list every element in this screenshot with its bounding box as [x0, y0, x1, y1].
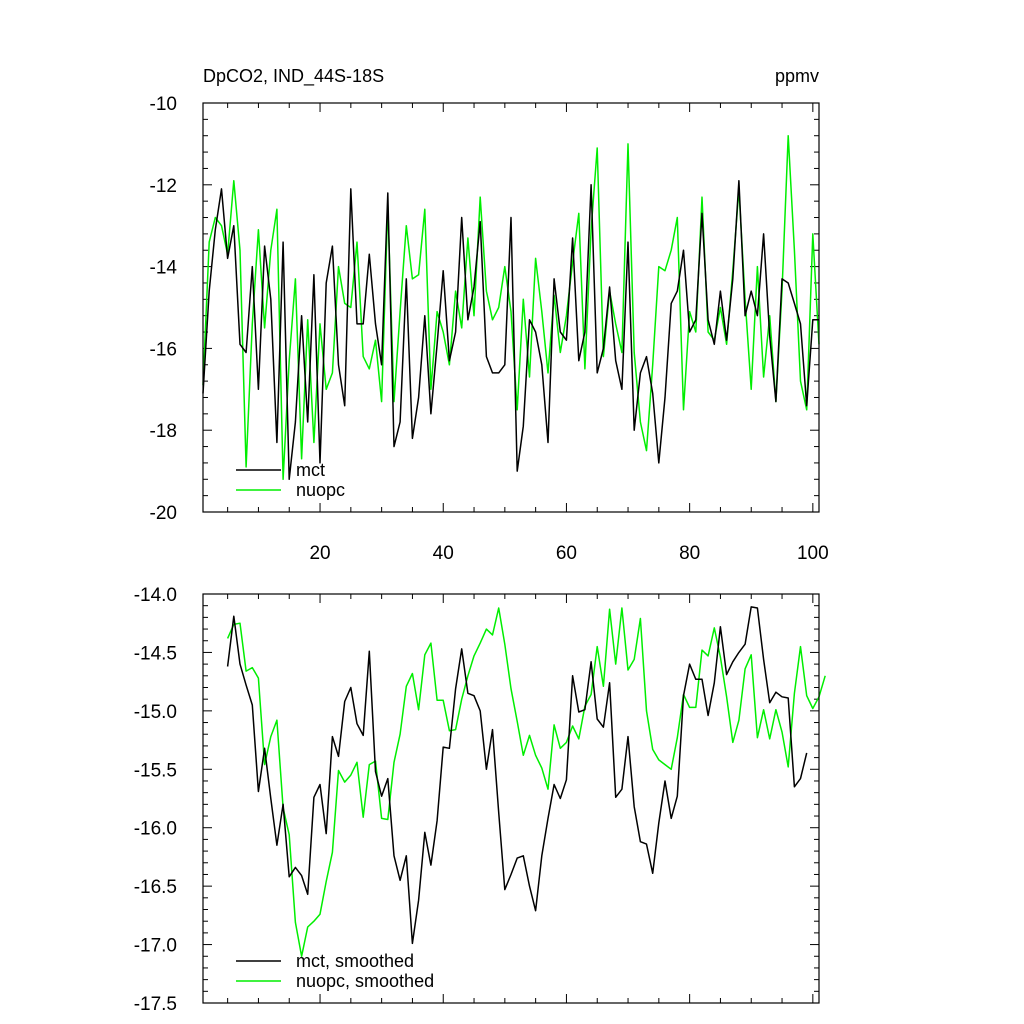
plot-frame — [202, 102, 820, 513]
y-tick-label: -10 — [150, 94, 177, 115]
legend-label: nuopc — [296, 480, 345, 500]
y-tick-label: -20 — [150, 503, 177, 524]
y-tick-label: -17.5 — [134, 994, 177, 1015]
series-line — [202, 179, 819, 481]
axis-ticks: -17.5 -17.0 -16.5 -16.0 -15.5 -15.0 -14.5 -14.0 — [134, 585, 819, 1015]
y-tick-label: -14.0 — [134, 585, 177, 606]
x-tick-label: 80 — [679, 543, 700, 564]
x-tick-label: 100 — [797, 543, 829, 564]
y-tick-label: -14 — [150, 258, 178, 279]
plot-frame — [202, 593, 820, 1004]
y-tick-label: -17.0 — [134, 936, 177, 957]
axis-ticks: -20 -18 -16 -14 -12 -10 20 40 60 80 100 — [150, 94, 829, 564]
x-tick-label: 20 — [309, 543, 330, 564]
y-tick-label: -16.0 — [134, 819, 177, 840]
chart-title-right: ppmv — [775, 66, 819, 86]
y-tick-label: -18 — [150, 421, 177, 442]
y-tick-label: -16.5 — [134, 877, 177, 898]
series-line — [226, 606, 808, 945]
chart-title-left: DpCO2, IND_44S-18S — [203, 66, 384, 87]
y-tick-label: -15.0 — [134, 702, 177, 723]
x-tick-label: 60 — [556, 543, 577, 564]
y-tick-label: -15.5 — [134, 760, 177, 781]
y-tick-label: -12 — [150, 176, 177, 197]
y-tick-label: -16 — [150, 339, 177, 360]
x-tick-label: 40 — [433, 543, 454, 564]
legend-label: mct — [296, 460, 325, 480]
y-tick-label: -14.5 — [134, 643, 177, 664]
legend-label: nuopc, smoothed — [296, 971, 434, 991]
legend-label: mct, smoothed — [296, 951, 414, 971]
series-lines — [226, 606, 826, 958]
series-lines — [202, 134, 820, 481]
chart-top: DpCO2, IND_44S-18S ppmv -20-18-16-14-12-… — [150, 66, 829, 564]
series-line — [226, 607, 826, 958]
chart-bottom: -17.5 -17.0 -16.5 -16.0 -15.5 -15.0 -14.5 -14.0… — [134, 585, 826, 1015]
